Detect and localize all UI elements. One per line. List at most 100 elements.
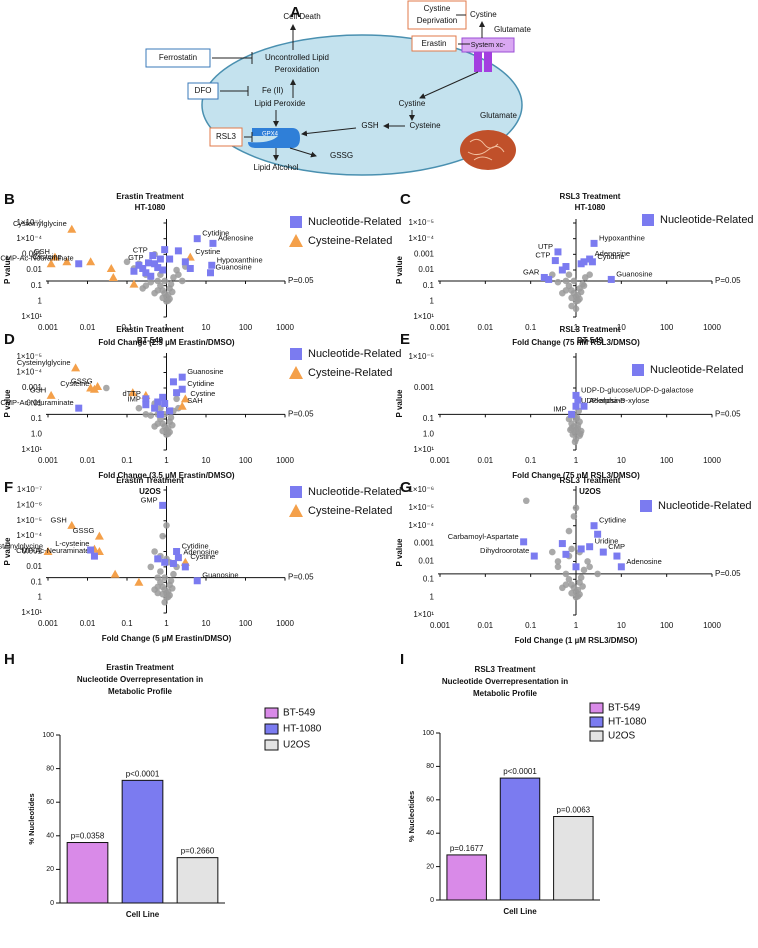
chart-title: Erastin Treatment bbox=[116, 325, 184, 334]
x-tick-label: 100 bbox=[239, 619, 253, 628]
label: Peroxidation bbox=[275, 65, 319, 74]
point-label: GMP bbox=[141, 495, 158, 504]
y-axis-label: P value bbox=[3, 256, 12, 284]
point bbox=[568, 410, 576, 418]
point bbox=[108, 272, 118, 281]
chart-title: Metabolic Profile bbox=[108, 687, 173, 696]
mito-cristae bbox=[467, 138, 505, 161]
point bbox=[167, 280, 175, 288]
legend-swatch bbox=[264, 739, 279, 751]
point bbox=[568, 425, 575, 432]
point-label: UDP-alpha-D-xylose bbox=[581, 396, 649, 405]
x-axis-label: Fold Change (75 nM RSL3/DMSO) bbox=[512, 471, 640, 480]
legend-swatch bbox=[264, 723, 279, 735]
y-tick-label: 1×10⁻⁴ bbox=[16, 531, 42, 540]
point bbox=[178, 373, 186, 381]
point bbox=[594, 570, 601, 578]
point bbox=[577, 545, 585, 553]
x-axis-label: Fold Change (5 µM Erastin/DMSO) bbox=[102, 634, 232, 643]
point bbox=[173, 548, 181, 555]
point-label: Carbamoyl-Aspartate bbox=[448, 532, 519, 541]
x-axis-label: Fold Change (2.5 µM Erastin/DMSO) bbox=[98, 338, 235, 347]
y-tick-label: 0.01 bbox=[26, 265, 42, 274]
point-label: Cysteine bbox=[60, 379, 89, 388]
point bbox=[173, 389, 181, 397]
y-tick-label: 1×10⁻⁵ bbox=[16, 516, 42, 525]
point bbox=[522, 497, 530, 505]
legend-swatch bbox=[589, 730, 604, 742]
x-tick-label: 100 bbox=[660, 456, 674, 465]
point bbox=[142, 411, 150, 418]
point bbox=[46, 390, 56, 399]
x-axis-label: Cell Line bbox=[503, 907, 537, 916]
point bbox=[186, 264, 194, 272]
point-label: Guanosine bbox=[202, 571, 238, 580]
y-tick-label: 0.1 bbox=[423, 414, 435, 423]
point-label: Cytidine bbox=[202, 229, 229, 238]
point bbox=[164, 593, 172, 601]
x-axis-label: Fold Change (75 nM RSL3/DMSO) bbox=[512, 338, 640, 347]
y-axis-label: % Nucleotides bbox=[407, 791, 416, 842]
legend-label: Cysteine-Related bbox=[308, 235, 392, 247]
transporter bbox=[484, 52, 492, 72]
point bbox=[167, 577, 175, 585]
legend-marker bbox=[289, 366, 303, 379]
point bbox=[572, 504, 580, 512]
chart-subtitle: U2OS bbox=[579, 487, 601, 496]
point-label: Cytidine bbox=[182, 541, 209, 550]
x-tick-label: 1000 bbox=[703, 456, 721, 465]
chart-subtitle: U2OS bbox=[139, 487, 161, 496]
point bbox=[67, 520, 77, 529]
label: Cystine bbox=[399, 99, 426, 108]
point bbox=[123, 258, 131, 266]
point bbox=[139, 264, 147, 272]
point bbox=[71, 363, 81, 372]
legend-marker bbox=[642, 214, 654, 226]
y-tick-label: 1 bbox=[430, 592, 435, 601]
threshold-label: P=0.05 bbox=[715, 276, 741, 285]
y-tick-label: 1×10¹ bbox=[413, 445, 434, 454]
y-tick-label: 0 bbox=[50, 900, 54, 907]
x-tick-label: 0.01 bbox=[478, 456, 494, 465]
y-tick-label: 0.001 bbox=[22, 383, 43, 392]
point-label: L-cysteinylglycine bbox=[0, 541, 43, 550]
point bbox=[130, 267, 138, 275]
x-tick-label: 10 bbox=[202, 456, 211, 465]
point bbox=[50, 252, 60, 261]
x-tick-label: 0.01 bbox=[80, 323, 96, 332]
point bbox=[520, 538, 528, 546]
y-tick-label: 60 bbox=[426, 797, 434, 804]
point-label: GSH bbox=[34, 247, 50, 256]
box bbox=[187, 82, 219, 100]
point-label: Cystine bbox=[190, 389, 215, 398]
point bbox=[590, 522, 598, 530]
y-tick-label: 1 bbox=[38, 593, 43, 602]
legend-label: HT-1080 bbox=[283, 724, 322, 735]
x-tick-label: 0.01 bbox=[478, 621, 494, 630]
y-tick-label: 0 bbox=[430, 897, 434, 904]
point bbox=[103, 384, 110, 392]
point-label: IMP bbox=[553, 404, 566, 413]
y-tick-label: 0.1 bbox=[423, 281, 435, 290]
y-tick-label: 1×10⁻⁴ bbox=[408, 234, 434, 243]
x-tick-label: 10 bbox=[617, 323, 626, 332]
point bbox=[545, 275, 553, 283]
point bbox=[580, 282, 588, 289]
point-label: Cytidine bbox=[187, 379, 214, 388]
legend-label: Nucleotide-Related bbox=[660, 214, 754, 226]
chart-title: Erastin Treatment bbox=[106, 663, 174, 672]
y-tick-label: 0.001 bbox=[22, 249, 43, 258]
point bbox=[562, 570, 570, 578]
x-tick-label: 1000 bbox=[276, 323, 294, 332]
point bbox=[161, 400, 169, 407]
point bbox=[584, 558, 591, 565]
point bbox=[161, 574, 168, 581]
panel-letter: I bbox=[400, 651, 404, 668]
point bbox=[163, 522, 170, 529]
y-tick-label: 0.001 bbox=[414, 383, 435, 392]
point bbox=[574, 421, 582, 429]
point-label: GSSG bbox=[73, 526, 95, 535]
x-tick-label: 10 bbox=[617, 621, 626, 630]
x-tick-label: 0.1 bbox=[121, 323, 133, 332]
